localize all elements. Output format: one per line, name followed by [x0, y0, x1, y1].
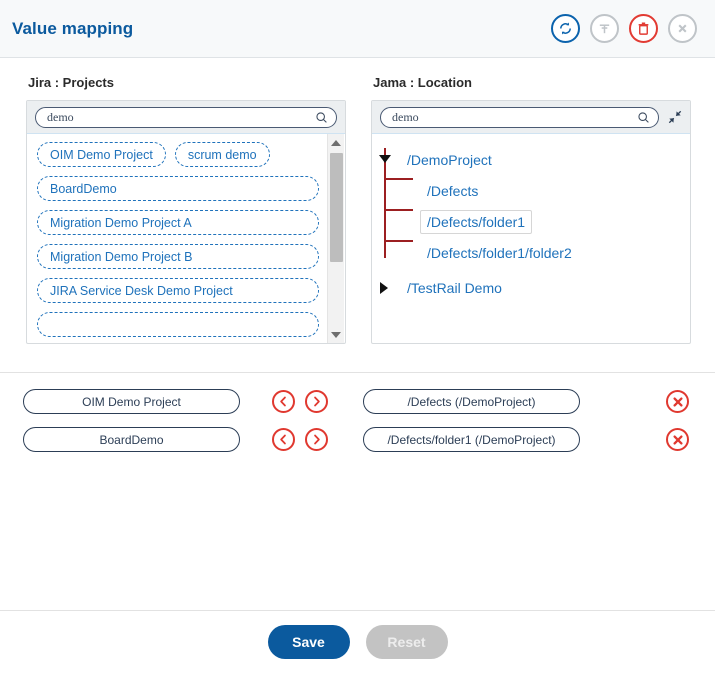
- tree-connector-vertical: [384, 148, 386, 258]
- scroll-up-button[interactable]: [328, 134, 345, 151]
- merge-icon: [599, 24, 610, 34]
- tree-connector-horizontal: [384, 178, 413, 180]
- chip-row: JIRA Service Desk Demo Project: [37, 278, 319, 303]
- source-search-value: demo: [47, 110, 74, 124]
- close-icon: [678, 24, 687, 33]
- chip-item[interactable]: OIM Demo Project: [37, 142, 166, 167]
- mapping-target-value[interactable]: /Defects (/DemoProject): [363, 389, 580, 414]
- mapping-list: OIM Demo Project /Defects (/DemoProject): [0, 372, 715, 610]
- page-footer: Save Reset: [0, 610, 715, 673]
- chevron-right-icon: [314, 396, 320, 407]
- scrollbar-thumb[interactable]: [329, 153, 343, 262]
- chip-row: BoardDemo: [37, 176, 319, 201]
- target-column: Jama : Location demo: [371, 58, 691, 344]
- chip-row: OIM Demo Project scrum demo: [37, 142, 319, 167]
- mapping-next-button[interactable]: [305, 428, 328, 451]
- delete-button[interactable]: [629, 14, 658, 43]
- mapping-row: OIM Demo Project /Defects (/DemoProject): [0, 389, 715, 420]
- mapping-source-value[interactable]: OIM Demo Project: [23, 389, 240, 414]
- tree-connector-horizontal: [384, 209, 413, 211]
- collapse-all-button[interactable]: [667, 110, 682, 125]
- mapping-prev-button[interactable]: [272, 428, 295, 451]
- mapping-columns: Jira : Projects demo OIM Demo Proje: [0, 58, 715, 366]
- delete-icon: [638, 22, 649, 35]
- source-search-bar: demo: [27, 101, 345, 134]
- target-search-bar: demo: [372, 101, 690, 134]
- tree-connector-horizontal: [384, 240, 413, 242]
- header-actions: [551, 14, 697, 43]
- source-chip-list: OIM Demo Project scrum demo BoardDemo Mi…: [27, 134, 325, 343]
- chip-item[interactable]: scrum demo: [174, 142, 270, 167]
- chip-row: [37, 312, 319, 337]
- scrollbar-track[interactable]: [328, 151, 345, 326]
- chevron-left-icon: [280, 396, 286, 407]
- mapping-next-button[interactable]: [305, 390, 328, 413]
- refresh-button[interactable]: [551, 14, 580, 43]
- tree-node-label: /Defects/folder1/folder2: [427, 244, 572, 261]
- target-search-input[interactable]: demo: [380, 106, 659, 128]
- chevron-left-icon: [280, 434, 286, 445]
- close-button[interactable]: [668, 14, 697, 43]
- chevron-right-icon[interactable]: [380, 282, 388, 294]
- source-panel: demo OIM Demo Project scrum demo: [26, 100, 346, 344]
- chip-item[interactable]: Migration Demo Project B: [37, 244, 319, 269]
- location-tree: /DemoProject /Defects /Defects/folder1 /…: [372, 134, 690, 343]
- source-column: Jira : Projects demo OIM Demo Proje: [26, 58, 346, 344]
- save-button[interactable]: Save: [267, 625, 350, 659]
- scroll-down-button[interactable]: [328, 326, 345, 343]
- collapse-icon: [668, 110, 681, 124]
- chevron-right-icon: [314, 434, 320, 445]
- tree-node-selected[interactable]: /Defects/folder1: [372, 206, 690, 237]
- chip-item-partial[interactable]: [37, 312, 319, 337]
- source-list-area: OIM Demo Project scrum demo BoardDemo Mi…: [27, 134, 345, 343]
- tree-node[interactable]: /Defects: [372, 175, 690, 206]
- chip-row: Migration Demo Project A: [37, 210, 319, 235]
- tree-node[interactable]: /TestRail Demo: [372, 272, 690, 303]
- triangle-down-icon: [331, 331, 341, 338]
- mapping-prev-button[interactable]: [272, 390, 295, 413]
- mapping-source-value[interactable]: BoardDemo: [23, 427, 240, 452]
- search-icon: [638, 111, 649, 123]
- search-icon: [316, 111, 327, 123]
- remove-icon: [672, 434, 683, 445]
- source-search-input[interactable]: demo: [35, 106, 337, 128]
- tree-node[interactable]: /DemoProject: [372, 144, 690, 175]
- chip-row: Migration Demo Project B: [37, 244, 319, 269]
- tree-node-label: /TestRail Demo: [407, 279, 502, 296]
- refresh-icon: [560, 22, 571, 35]
- target-column-label: Jama : Location: [373, 75, 472, 90]
- target-search-value: demo: [392, 110, 419, 124]
- page-title: Value mapping: [12, 18, 134, 38]
- triangle-up-icon: [331, 139, 341, 146]
- tree-node-label: /DemoProject: [407, 151, 492, 168]
- target-panel: demo: [371, 100, 691, 344]
- page-header: Value mapping: [0, 0, 715, 58]
- mapping-remove-button[interactable]: [666, 390, 689, 413]
- source-column-label: Jira : Projects: [28, 75, 114, 90]
- reset-button: Reset: [365, 625, 448, 659]
- chip-item[interactable]: Migration Demo Project A: [37, 210, 319, 235]
- remove-icon: [672, 396, 683, 407]
- chip-item[interactable]: JIRA Service Desk Demo Project: [37, 278, 319, 303]
- chevron-down-icon[interactable]: [379, 155, 391, 163]
- tree-node[interactable]: /Defects/folder1/folder2: [372, 237, 690, 268]
- tree-node-label: /Defects: [427, 182, 479, 199]
- mapping-remove-button[interactable]: [666, 428, 689, 451]
- chip-item[interactable]: BoardDemo: [37, 176, 319, 201]
- tree-node-label: /Defects/folder1: [420, 209, 533, 234]
- mapping-row: BoardDemo /Defects/folder1 (/DemoProject…: [0, 427, 715, 458]
- merge-button[interactable]: [590, 14, 619, 43]
- source-list-scrollbar[interactable]: [327, 134, 344, 343]
- mapping-target-value[interactable]: /Defects/folder1 (/DemoProject): [363, 427, 580, 452]
